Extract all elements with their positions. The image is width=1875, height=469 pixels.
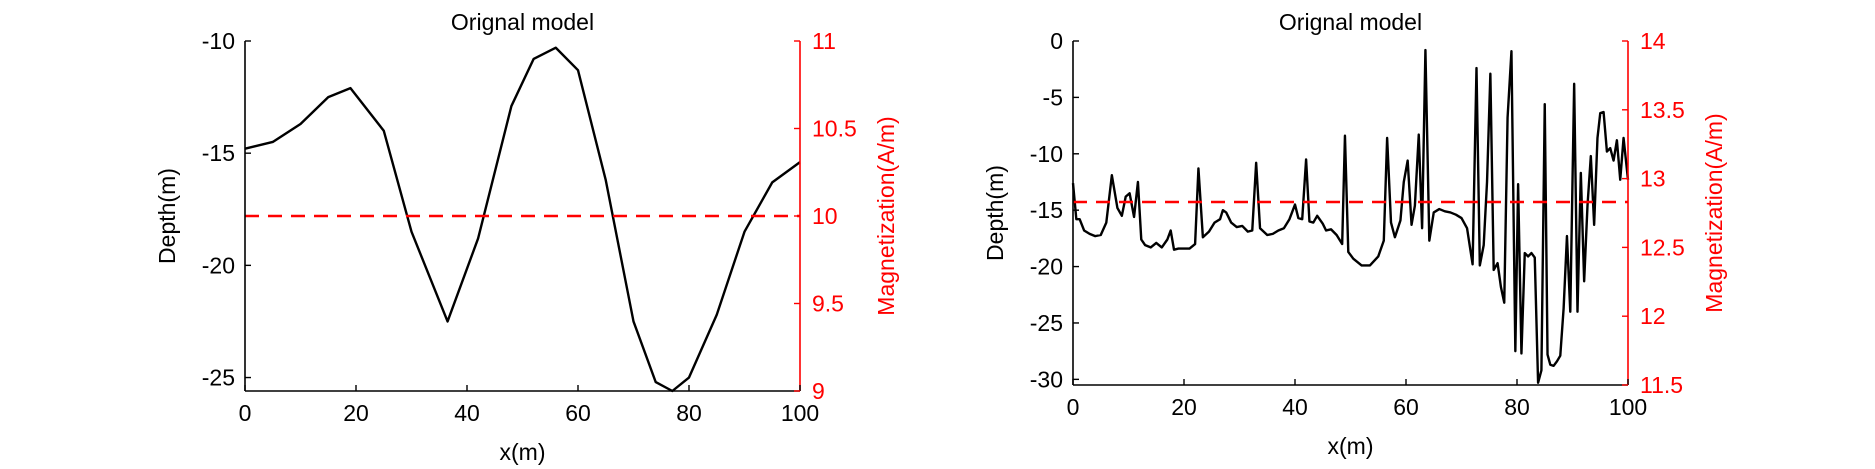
- x-tick-label: 40: [454, 400, 480, 426]
- x-tick-label: 80: [676, 400, 702, 426]
- y-axis-label-left: Depth(m): [154, 168, 180, 264]
- y-tick-label-right: 13.5: [1640, 97, 1685, 123]
- x-tick-label: 60: [565, 400, 591, 426]
- x-tick-label: 100: [781, 400, 819, 426]
- x-tick-label: 0: [239, 400, 252, 426]
- y-axis-label-right: Magnetization(A/m): [873, 116, 899, 315]
- y-tick-label-left: -15: [202, 140, 235, 166]
- y-tick-label-right: 10.5: [812, 116, 857, 142]
- y-tick-label-right: 14: [1640, 28, 1666, 54]
- x-axis-label: x(m): [1328, 433, 1374, 459]
- y-tick-label-left: -30: [1030, 366, 1063, 392]
- y-tick-label-right: 12.5: [1640, 234, 1685, 260]
- y-tick-label-left: -20: [202, 252, 235, 278]
- y-tick-label-left: -10: [1030, 141, 1063, 167]
- y-tick-label-left: -20: [1030, 254, 1063, 280]
- depth-line-1: [244, 46, 801, 393]
- x-tick-label: 0: [1067, 394, 1080, 420]
- y-tick-label-right: 13: [1640, 166, 1666, 192]
- y-tick-label-right: 9: [812, 378, 825, 404]
- y-tick-label-right: 11: [812, 28, 836, 54]
- x-tick-label: 20: [1171, 394, 1197, 420]
- y-axis-label-left: Depth(m): [982, 165, 1008, 261]
- y-tick-label-right: 12: [1640, 303, 1666, 329]
- x-tick-label: 40: [1282, 394, 1308, 420]
- y-tick-label-left: -5: [1043, 84, 1063, 110]
- x-tick-label: 100: [1609, 394, 1647, 420]
- y-tick-label-left: -15: [1030, 197, 1063, 223]
- chart-title: Orignal model: [1279, 9, 1422, 35]
- x-tick-label: 60: [1393, 394, 1419, 420]
- x-axis-label: x(m): [500, 439, 546, 465]
- y-tick-label-left: -25: [202, 365, 235, 391]
- y-tick-label-left: -10: [202, 28, 235, 54]
- y-tick-label-left: -25: [1030, 310, 1063, 336]
- chart-title: Orignal model: [451, 9, 594, 35]
- y-tick-label-right: 11.5: [1640, 372, 1683, 398]
- y-tick-label-right: 9.5: [812, 291, 844, 317]
- y-axis-label-right: Magnetization(A/m): [1701, 113, 1727, 312]
- depth-line-2: [1071, 48, 1630, 384]
- y-tick-label-left: 0: [1050, 28, 1063, 54]
- y-tick-label-right: 10: [812, 203, 838, 229]
- x-tick-label: 80: [1504, 394, 1530, 420]
- x-tick-label: 20: [343, 400, 369, 426]
